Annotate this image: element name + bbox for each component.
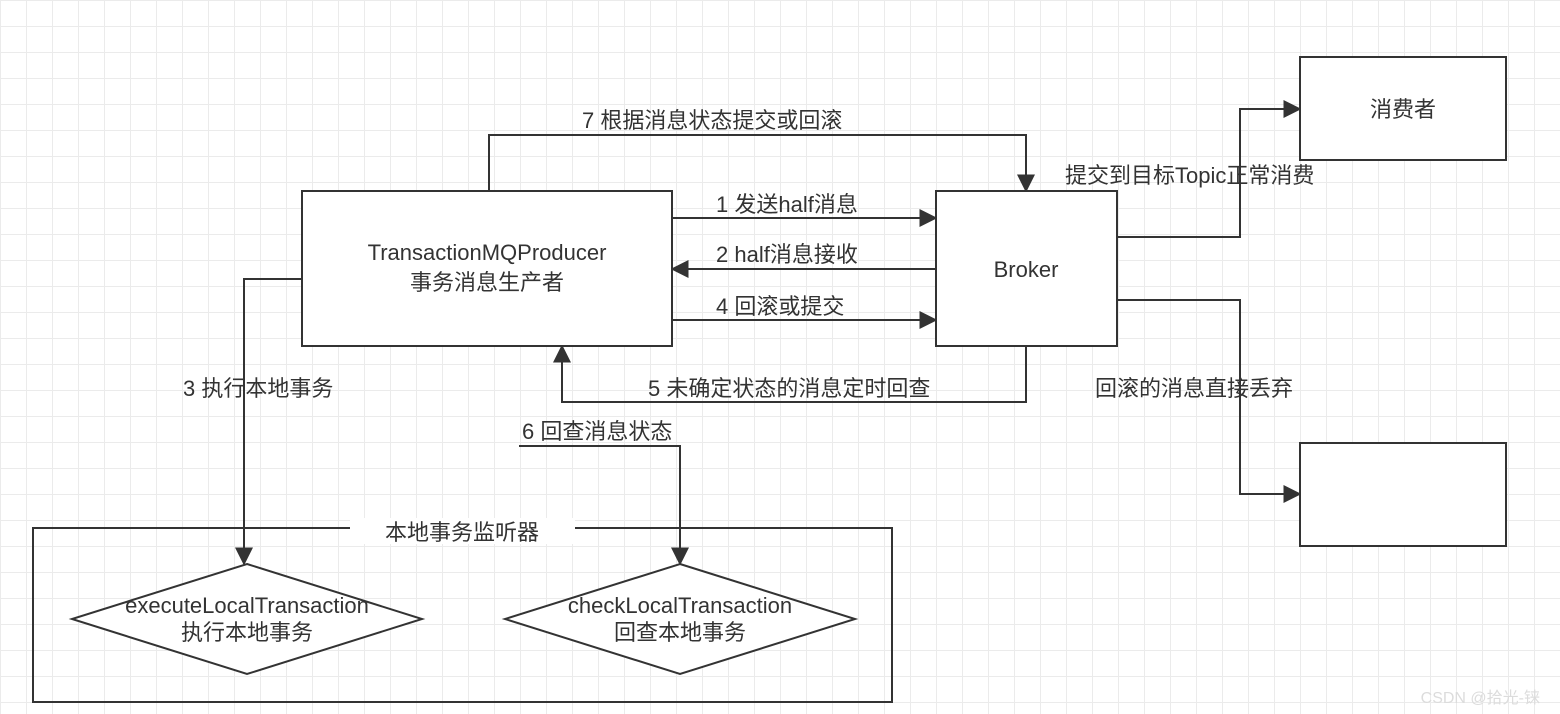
check-line2: 回查本地事务 [614,620,746,645]
check-line1: checkLocalTransaction [568,593,792,618]
producer-node [302,191,672,346]
diagram-canvas: 本地事务监听器 7 根据消息状态提交或回滚 1 发送half消息 2 half消… [0,0,1560,714]
execute-line2: 执行本地事务 [181,620,313,645]
check-diamond [505,564,855,674]
edge-7 [489,135,1026,191]
edge-rollback-label: 回滚的消息直接丢弃 [1095,376,1293,401]
edge-3-label: 3 执行本地事务 [183,376,333,401]
consumer-line1: 消费者 [1370,97,1436,122]
execute-diamond [72,564,422,674]
edge-3 [244,279,302,564]
listener-container-title: 本地事务监听器 [385,520,539,545]
edge-1-label: 1 发送half消息 [716,192,858,217]
edge-5-label: 5 未确定状态的消息定时回查 [648,376,930,401]
edge-4-label: 4 回滚或提交 [716,294,844,319]
producer-line2: 事务消息生产者 [410,270,564,295]
execute-line1: executeLocalTransaction [125,593,369,618]
edge-6 [519,446,680,564]
producer-line1: TransactionMQProducer [368,240,607,265]
edge-2-label: 2 half消息接收 [716,242,858,267]
edge-commit-label: 提交到目标Topic正常消费 [1065,163,1314,188]
discard-node [1300,443,1506,546]
broker-line1: Broker [994,257,1059,282]
watermark-text: CSDN @拾光-铼 [1421,684,1540,708]
edge-7-label: 7 根据消息状态提交或回滚 [582,108,842,133]
edge-6-label: 6 回查消息状态 [522,419,672,444]
